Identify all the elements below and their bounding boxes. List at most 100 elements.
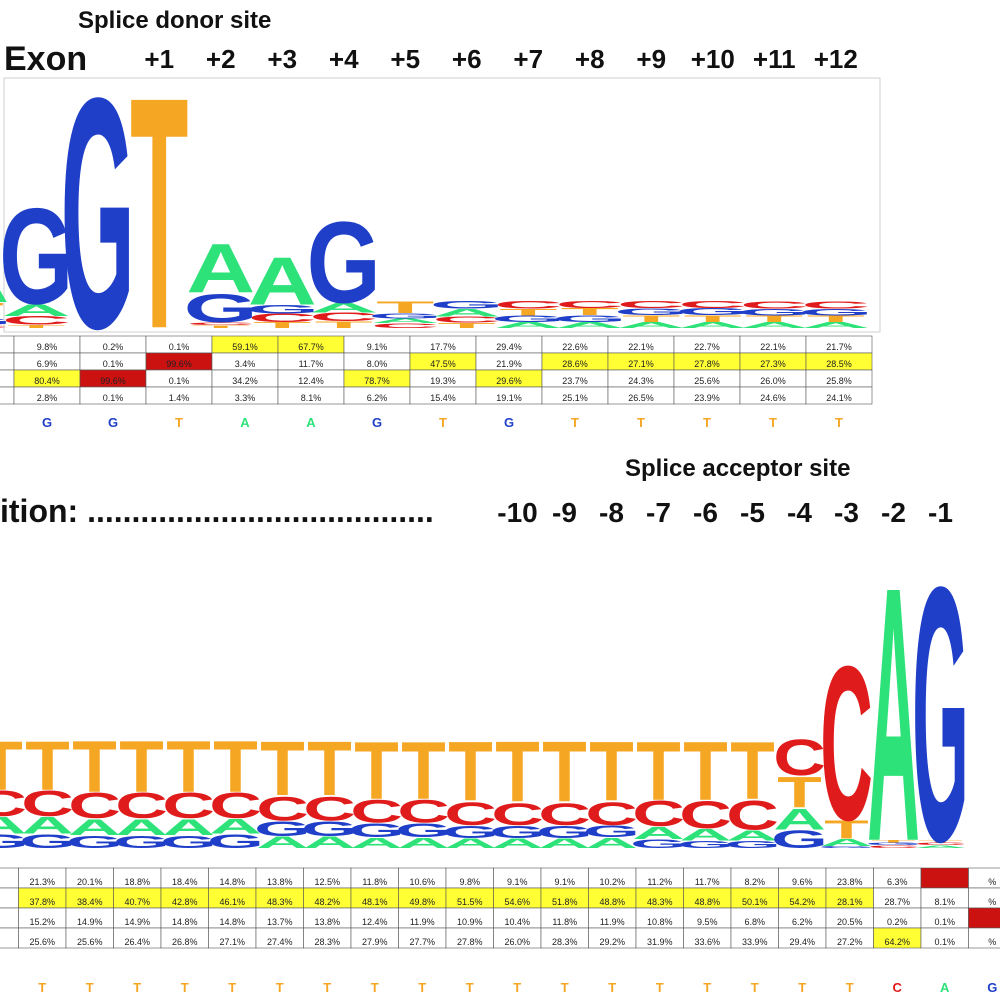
logo-letter-A: A xyxy=(617,321,686,330)
table-cell: 25.1% xyxy=(541,386,609,405)
logo-letter-T: T xyxy=(448,723,493,819)
acceptor-xlabel: ition: .................................… xyxy=(0,493,434,529)
table-cell: 0.1% xyxy=(920,907,969,929)
table-cell-value: 48.2% xyxy=(314,897,340,907)
table-cell: 9.1% xyxy=(540,867,589,889)
consensus-letter: T xyxy=(323,980,331,995)
table-cell: 49.8% xyxy=(398,887,447,909)
table-cell: 6.9% xyxy=(13,352,81,371)
table-cell-value: % xyxy=(988,897,996,907)
table-cell: 19.3% xyxy=(409,369,477,388)
logo-letter-T: T xyxy=(807,314,865,324)
logo-letter-T: T xyxy=(871,839,916,843)
logo-letter-T: T xyxy=(253,321,311,330)
table-cell: 0.1% xyxy=(79,386,147,405)
table-cell: 0.1% xyxy=(79,352,147,371)
table-cell: 23.9% xyxy=(673,386,741,405)
logo-letter-G: G xyxy=(19,831,76,852)
logo-letter-A: A xyxy=(0,813,27,839)
table-cell: 18.8% xyxy=(113,867,162,889)
logo-letter-T: T xyxy=(119,727,164,808)
table-cell: 27.3% xyxy=(739,352,807,371)
table-cell-value: 42.8% xyxy=(172,897,198,907)
table-cell: 33.6% xyxy=(683,927,732,949)
logo-letter-C: C xyxy=(162,786,215,826)
table-cell-value: 28.1% xyxy=(837,897,863,907)
table-cell-value: 6.3% xyxy=(887,877,908,887)
table-cell-value: 19.3% xyxy=(430,376,456,386)
logo-letter-T: T xyxy=(683,724,728,818)
consensus-letter: T xyxy=(608,980,616,995)
position-label: -8 xyxy=(599,497,624,528)
table-cell: 51.8% xyxy=(540,887,589,909)
table-cell: 3.4% xyxy=(211,352,279,371)
consensus-letter: T xyxy=(835,415,843,430)
table-cell-value: 27.7% xyxy=(409,937,435,947)
table-cell: 28.3% xyxy=(303,927,352,949)
table-cell-value: 50.1% xyxy=(742,897,768,907)
consensus-letter: T xyxy=(571,415,579,430)
donor-position-labels: +1 +2 +3 +4 +5 +6 +7 +8 +9 +10 +11 +12 xyxy=(144,44,857,74)
position-label: +3 xyxy=(267,44,297,74)
table-cell: 28.6% xyxy=(541,352,609,371)
table-cell-value: 22.6% xyxy=(562,342,588,352)
table-cell-value: 10.9% xyxy=(457,917,483,927)
table-cell: 29.6% xyxy=(475,369,543,388)
logo-letter-C: C xyxy=(2,314,71,327)
table-cell: 31.9% xyxy=(635,927,684,949)
table-cell-value: 13.8% xyxy=(314,917,340,927)
logo-letter-T: T xyxy=(918,839,963,843)
table-cell: 48.1% xyxy=(350,887,399,909)
table-cell: 10.2% xyxy=(588,867,637,889)
table-cell-value: 29.6% xyxy=(496,376,522,386)
table-cell-value: 23.9% xyxy=(694,393,720,403)
logo-letter-T: T xyxy=(315,320,373,330)
table-cell-value: 11.9% xyxy=(600,917,625,927)
table-cell: 9.1% xyxy=(493,867,542,889)
table-cell-value: 8.0% xyxy=(367,359,388,369)
logo-letter-C: C xyxy=(0,325,9,329)
table-cell-value: 0.1% xyxy=(103,359,124,369)
position-label: -4 xyxy=(787,497,812,528)
table-cell: % xyxy=(968,867,1000,889)
logo-letter-A: A xyxy=(914,845,967,849)
table-cell-value: 33.9% xyxy=(742,937,768,947)
logo-letter-A: A xyxy=(256,833,309,851)
table-cell-value: 24.3% xyxy=(628,376,654,386)
logo-letter-T: T xyxy=(401,725,446,816)
logo-letter-C: C xyxy=(773,730,826,787)
position-label: -1 xyxy=(928,497,953,528)
table-cell-value: 12.4% xyxy=(298,376,324,386)
table-cell-value: % xyxy=(988,877,996,887)
table-cell: 14.8% xyxy=(208,907,257,929)
consensus-letter: G xyxy=(42,415,52,430)
table-cell: 23.8% xyxy=(825,867,874,889)
logo-letter-C: C xyxy=(617,299,686,310)
table-cell: % xyxy=(0,887,19,909)
table-cell: % xyxy=(968,927,1000,949)
consensus-letter: T xyxy=(439,415,447,430)
table-cell: % xyxy=(0,907,19,929)
table-cell-value: 8.2% xyxy=(744,877,765,887)
logo-letter-G: G xyxy=(583,822,640,840)
table-cell-value: 11.7% xyxy=(299,359,324,369)
position-label: -2 xyxy=(881,497,906,528)
table-cell-value: 8.1% xyxy=(301,393,322,403)
logo-letter-C: C xyxy=(350,793,403,830)
logo-letter-G: G xyxy=(301,817,358,840)
logo-letter-C: C xyxy=(820,621,873,867)
table-cell-value: 23.8% xyxy=(837,877,863,887)
table-cell-value: 28.5% xyxy=(826,359,852,369)
consensus-letter: T xyxy=(656,980,664,995)
consensus-letter: T xyxy=(637,415,645,430)
donor-frequency-table: 3.6% 9.8% 0.2% 0.1% 59.1% 67.7% 9.1% 17.7% 29.4%… xyxy=(0,335,873,405)
position-label: +5 xyxy=(390,44,420,74)
table-cell-value: 26.0% xyxy=(504,937,530,947)
consensus-letter: T xyxy=(513,980,521,995)
table-cell: 0.1% xyxy=(145,335,213,354)
